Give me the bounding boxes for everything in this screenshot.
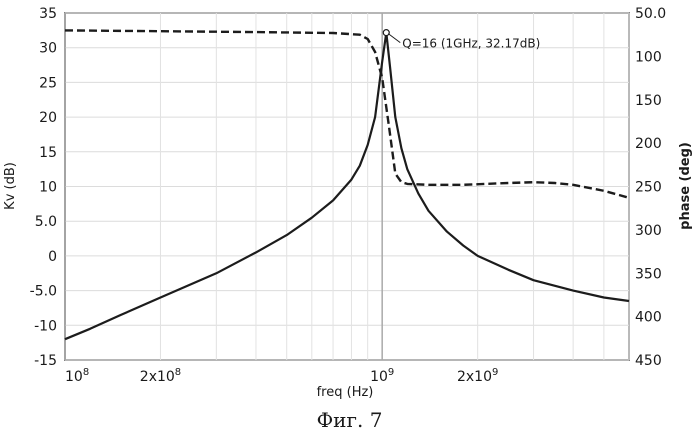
y-right-tick-label: 350 bbox=[635, 266, 662, 282]
x-axis-title: freq (Hz) bbox=[317, 385, 374, 400]
y-right-tick-label: 100 bbox=[635, 49, 662, 65]
y-right-axis-title: phase (deg) bbox=[678, 142, 693, 230]
y-right-tick-label: 150 bbox=[635, 93, 662, 109]
x-tick-label: 2x108 bbox=[140, 367, 181, 385]
y-right-tick-label: 50.0 bbox=[635, 6, 666, 22]
x-tick-label: 108 bbox=[65, 367, 89, 385]
y-left-tick-labels: 35 30 25 20 15 10 5.0 0 -5.0 -10 -15 bbox=[30, 6, 57, 369]
y-right-tick-label: 450 bbox=[635, 353, 662, 369]
y-left-tick-label: 25 bbox=[39, 75, 57, 91]
x-tick-label: 2x109 bbox=[457, 367, 498, 385]
y-right-tick-label: 250 bbox=[635, 180, 662, 196]
figure-caption: Фиг. 7 bbox=[0, 408, 699, 432]
y-left-tick-label: -5.0 bbox=[30, 284, 57, 300]
y-left-tick-label: 5.0 bbox=[35, 214, 57, 230]
y-left-tick-label: 0 bbox=[48, 249, 57, 265]
y-right-tick-label: 200 bbox=[635, 136, 662, 152]
y-right-tick-labels: 50.0 100 150 200 250 300 350 400 450 bbox=[635, 6, 666, 369]
x-tick-label: 109 bbox=[370, 367, 394, 385]
y-left-tick-label: -10 bbox=[34, 318, 57, 334]
y-left-tick-label: 30 bbox=[39, 41, 57, 57]
y-left-tick-label: 10 bbox=[39, 180, 57, 196]
y-right-tick-label: 300 bbox=[635, 223, 662, 239]
y-left-tick-label: 20 bbox=[39, 110, 57, 126]
y-left-tick-label: 35 bbox=[39, 6, 57, 22]
y-left-tick-label: -15 bbox=[34, 353, 57, 369]
x-tick-labels: 108 2x108 109 2x109 bbox=[65, 367, 498, 385]
annotation-marker bbox=[383, 30, 389, 36]
y-left-axis-title: Kv (dB) bbox=[3, 162, 18, 210]
chart: 35 30 25 20 15 10 5.0 0 -5.0 -10 -15 50.0 100 150 200… bbox=[0, 0, 699, 405]
y-left-tick-label: 15 bbox=[39, 145, 57, 161]
y-right-tick-label: 400 bbox=[635, 310, 662, 326]
annotation-label: Q=16 (1GHz, 32.17dB) bbox=[402, 37, 540, 51]
